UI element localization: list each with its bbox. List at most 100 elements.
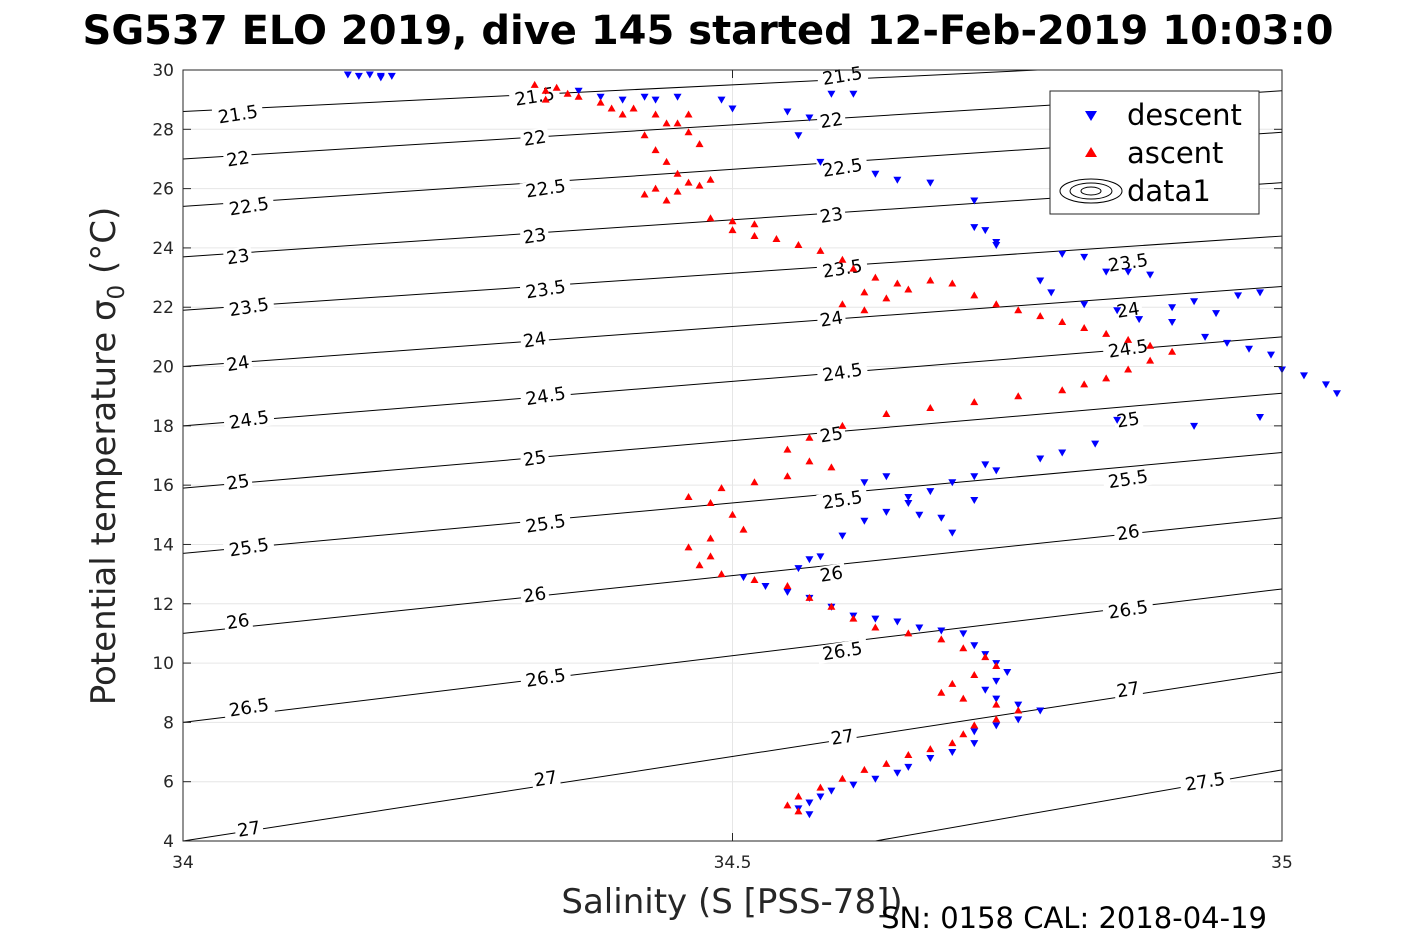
ascent-point [651, 146, 660, 154]
ascent-point [783, 581, 792, 589]
ascent-series [530, 80, 1177, 815]
ascent-point [706, 498, 715, 506]
ascent-point [992, 300, 1001, 308]
descent-point [959, 630, 968, 638]
y-tick-label: 20 [152, 358, 174, 378]
contour-label-bg [222, 471, 254, 494]
ascent-point [838, 300, 847, 308]
isopycnal-line [182, 588, 1283, 723]
descent-point [871, 775, 880, 783]
descent-point [970, 473, 979, 481]
descent-point [805, 811, 814, 819]
ascent-point [640, 131, 649, 139]
contour-label-bg [816, 359, 869, 386]
ascent-point [926, 276, 935, 284]
contour-label-bg [827, 726, 858, 749]
descent-point [1058, 250, 1067, 258]
ascent-point [651, 110, 660, 118]
contour-label-bg [508, 83, 561, 110]
descent-point [816, 793, 825, 801]
contour-label-bg [816, 308, 847, 331]
descent-point [849, 90, 858, 98]
x-tick-label: 34.5 [714, 853, 752, 873]
ascent-point [827, 463, 836, 471]
descent-point [1332, 390, 1341, 398]
descent-point [816, 158, 825, 166]
ascent-point [1080, 323, 1089, 331]
ascent-point [1102, 329, 1111, 337]
ascent-point [673, 119, 682, 127]
ascent-point [739, 525, 748, 533]
contour-label-bg [816, 638, 869, 665]
descent-point [871, 170, 880, 178]
ascent-point [838, 774, 847, 782]
ascent-point [1146, 356, 1155, 364]
descent-point [948, 479, 957, 487]
descent-point [1267, 351, 1276, 359]
ascent-point [662, 157, 671, 165]
contour-label: 27 [236, 817, 262, 841]
contour-label: 26 [1115, 521, 1141, 545]
contour-label-bg [222, 147, 254, 171]
ascent-point [1080, 380, 1089, 388]
contour-label-bg [1102, 596, 1155, 623]
descent-point [1080, 253, 1089, 261]
ascent-point [618, 110, 627, 118]
descent-point [926, 179, 935, 187]
ascent-point [937, 688, 946, 696]
descent-point [981, 227, 990, 235]
descent-point [926, 754, 935, 762]
ascent-point [904, 285, 913, 293]
descent-point [1113, 307, 1122, 315]
ascent-point [981, 653, 990, 661]
contour-label-bg [519, 383, 572, 409]
descent-point [1080, 301, 1089, 309]
ascent-point [541, 95, 550, 103]
ascent-point [849, 264, 858, 272]
ascent-point [948, 679, 957, 687]
contour-label-bg [530, 767, 561, 790]
y-tick-label: 26 [152, 180, 174, 200]
descent-point [739, 574, 748, 582]
descent-point [1146, 271, 1155, 279]
ascent-point [816, 783, 825, 791]
contour-label: 24 [225, 352, 251, 376]
descent-point [354, 72, 363, 80]
ascent-point [717, 570, 726, 578]
ascent-point [607, 104, 616, 112]
descent-point [387, 72, 396, 80]
descent-point [981, 461, 990, 469]
contour-labels: 21.521.521.522222222.522.522.523232323.5… [211, 63, 1232, 842]
descent-point [882, 473, 891, 481]
descent-point [376, 74, 385, 82]
contour-label-bg [222, 407, 276, 433]
descent-point [1036, 277, 1045, 285]
descent-point [992, 467, 1001, 475]
descent-point [904, 499, 913, 507]
legend[interactable]: descent ascent data1 [1049, 90, 1260, 215]
descent-point [343, 71, 352, 79]
contour-label-bg [1102, 249, 1155, 276]
contour-label-bg [222, 294, 276, 321]
ascent-point [1168, 347, 1177, 355]
x-ticks: 34 34.5 35 [172, 70, 1293, 873]
y-axis-label-unit: (°C) [84, 207, 124, 285]
descent-point [728, 105, 737, 113]
descent-point [992, 695, 1001, 703]
ascent-point [695, 181, 704, 189]
ascent-point [695, 140, 704, 148]
y-ticks: 4 6 8 10 12 14 16 18 20 22 24 26 28 30 [152, 61, 1282, 852]
descent-point [882, 508, 891, 516]
contour-label-bg [519, 447, 550, 470]
contour-label: 22 [819, 109, 845, 133]
contour-label: 22 [225, 147, 251, 171]
y-tick-label: 12 [152, 595, 174, 615]
descent-point [915, 511, 924, 519]
ascent-point [871, 273, 880, 281]
isopycnal-line [182, 69, 1038, 113]
descent-point [937, 514, 946, 522]
ascent-point [684, 543, 693, 551]
descent-point [992, 677, 1001, 685]
descent-point [1091, 440, 1100, 448]
ascent-point [838, 255, 847, 263]
